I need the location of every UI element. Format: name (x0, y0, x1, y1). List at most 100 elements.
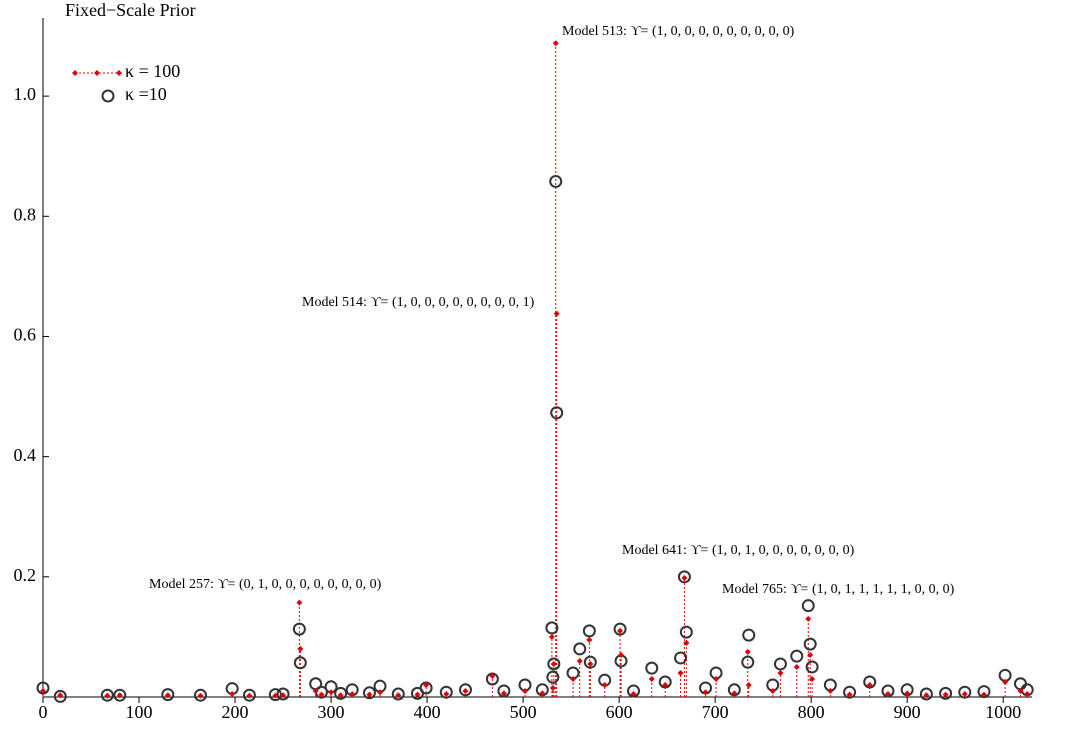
x-tick-label: 800 (798, 702, 825, 722)
point-diamond (961, 690, 968, 697)
legend-circle (101, 89, 115, 103)
point-circle (790, 649, 804, 663)
point-circle (613, 622, 627, 636)
point-diamond (522, 687, 529, 694)
x-tick-label: 1000 (985, 702, 1021, 722)
point-diamond (884, 690, 891, 697)
point-circle (242, 688, 256, 702)
point-diamond (280, 692, 287, 699)
point-circle (805, 660, 819, 674)
point-circle (919, 687, 933, 701)
legend-label: κ = 100 (125, 61, 180, 81)
point-circle (742, 628, 756, 642)
point-diamond (500, 690, 507, 697)
x-tick-label: 300 (318, 702, 345, 722)
legend-diamond (72, 70, 78, 76)
point-circle (573, 642, 587, 656)
x-tick-label: 0 (39, 702, 48, 722)
point-diamond (677, 669, 684, 676)
point-circle (773, 657, 787, 671)
y-tick-label: 0.2 (14, 565, 37, 585)
point-diamond (328, 689, 335, 696)
point-circle (545, 621, 559, 635)
point-diamond (570, 675, 577, 682)
point-circle (583, 655, 597, 669)
point-diamond (923, 692, 930, 699)
point-diamond (731, 690, 738, 697)
point-diamond (980, 691, 987, 698)
point-circle (458, 683, 472, 697)
point-diamond (713, 675, 720, 682)
point-circle (53, 689, 67, 703)
point-circle (100, 688, 114, 702)
x-tick-label: 200 (222, 702, 249, 722)
point-diamond (395, 692, 402, 699)
point-circle (293, 656, 307, 670)
point-diamond (552, 40, 559, 47)
point-diamond (443, 690, 450, 697)
point-circle (391, 687, 405, 701)
point-diamond (630, 690, 637, 697)
point-circle (803, 637, 817, 651)
point-diamond (809, 675, 816, 682)
point-diamond (549, 684, 556, 691)
x-tick-label: 500 (510, 702, 537, 722)
point-diamond (164, 692, 171, 699)
point-diamond (681, 575, 688, 582)
point-circle (292, 622, 306, 636)
point-diamond (548, 633, 555, 640)
point-diamond (296, 599, 303, 606)
point-circle (547, 657, 561, 671)
point-diamond (349, 690, 356, 697)
point-circle (497, 684, 511, 698)
point-diamond (462, 687, 469, 694)
point-diamond (942, 691, 949, 698)
annotation: Model 765: ϒ= (1, 0, 1, 1, 1, 1, 1, 0, 0… (722, 582, 955, 597)
point-circle (582, 624, 596, 638)
y-tick-label: 1.0 (14, 84, 37, 104)
annotation: Model 641: ϒ= (1, 0, 1, 0, 0, 0, 0, 0, 0… (622, 543, 855, 558)
point-circle (276, 687, 290, 701)
point-diamond (866, 681, 873, 688)
point-diamond (104, 692, 111, 699)
y-tick-label: 0.6 (14, 325, 37, 345)
point-circle (549, 174, 563, 188)
point-diamond (683, 639, 690, 646)
point-circle (1013, 677, 1027, 691)
legend-diamond (116, 70, 122, 76)
point-circle (939, 686, 953, 700)
point-circle (674, 651, 688, 665)
point-circle (645, 661, 659, 675)
point-diamond (702, 689, 709, 696)
point-diamond (197, 692, 204, 699)
point-diamond (57, 692, 64, 699)
point-diamond (805, 615, 812, 622)
point-diamond (769, 687, 776, 694)
point-diamond (337, 692, 344, 699)
point-diamond (827, 687, 834, 694)
x-tick-label: 100 (126, 702, 153, 722)
x-tick-label: 700 (702, 702, 729, 722)
point-diamond (586, 636, 593, 643)
point-circle (362, 686, 376, 700)
point-circle (677, 570, 691, 584)
x-tick-label: 400 (414, 702, 441, 722)
point-diamond (745, 681, 752, 688)
point-diamond (246, 692, 253, 699)
x-tick-label: 600 (606, 702, 633, 722)
point-diamond (1017, 687, 1024, 694)
point-diamond (618, 651, 625, 658)
annotation: Model 514: ϒ= (1, 0, 0, 0, 0, 0, 0, 0, 0… (302, 295, 535, 310)
point-diamond (312, 687, 319, 694)
point-circle (439, 685, 453, 699)
point-diamond (229, 690, 236, 697)
point-circle (801, 599, 815, 613)
y-tick-label: 0.8 (14, 204, 37, 224)
point-diamond (40, 687, 46, 694)
point-circle (334, 686, 348, 700)
point-diamond (601, 681, 608, 688)
point-diamond (662, 681, 669, 688)
point-diamond (587, 660, 594, 667)
point-diamond (272, 692, 279, 699)
